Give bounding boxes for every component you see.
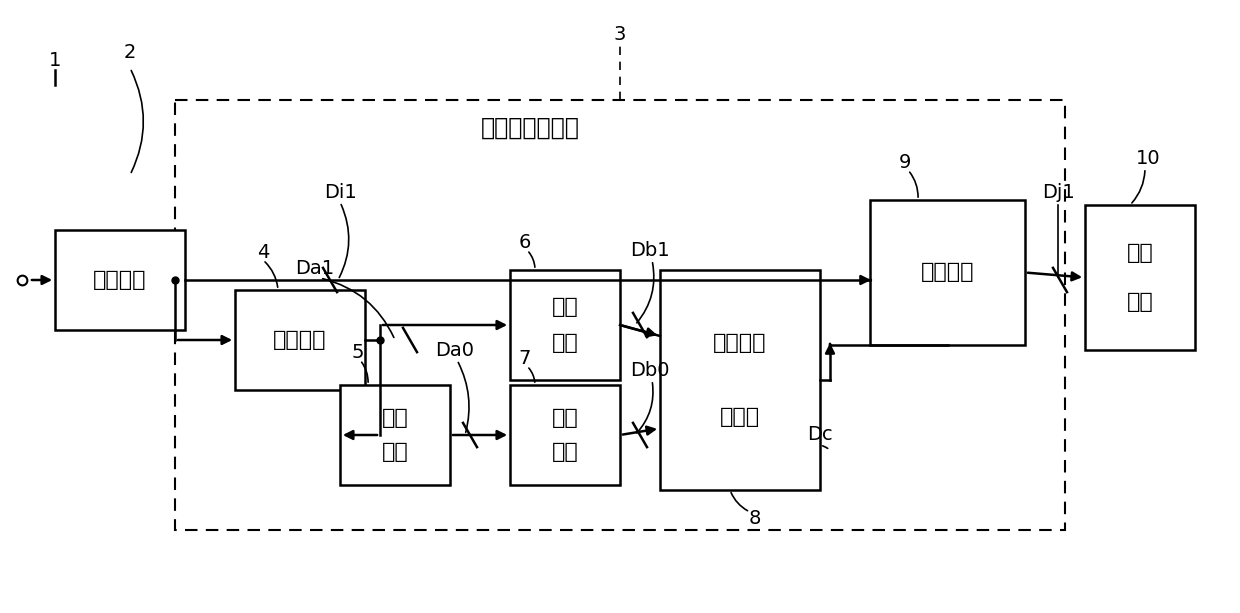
Text: Da1: Da1 [295,259,335,278]
Text: 接收装置: 接收装置 [93,270,146,290]
Text: Db0: Db0 [630,360,670,379]
Text: 装置: 装置 [552,442,578,462]
Text: 装置: 装置 [552,333,578,353]
Text: 产生器: 产生器 [720,406,760,427]
Text: 9: 9 [899,153,911,172]
Text: 校正数据: 校正数据 [713,333,766,353]
Bar [1085,205,1195,350]
Text: 显示: 显示 [1127,243,1153,264]
Text: Di1: Di1 [324,183,356,202]
Text: Da0: Da0 [435,340,475,359]
Text: 2: 2 [124,44,136,63]
Text: 编码装置: 编码装置 [273,330,327,350]
Text: 4: 4 [257,243,269,262]
Text: 解码: 解码 [552,297,578,317]
Bar [510,385,620,485]
Text: 装置: 装置 [382,442,408,462]
Text: 图像数据处理部: 图像数据处理部 [481,116,579,140]
Text: 3: 3 [614,26,626,45]
Text: 装置: 装置 [1127,292,1153,311]
Bar [510,270,620,380]
Bar [55,230,185,330]
Bar [870,200,1025,345]
Text: 1: 1 [48,50,61,69]
Bar [660,270,820,490]
Text: 校正装置: 校正装置 [921,262,975,283]
Text: Dj1: Dj1 [1042,183,1074,202]
Text: 延迟: 延迟 [382,408,408,428]
Text: 6: 6 [518,232,531,251]
Text: 解码: 解码 [552,408,578,428]
Text: 10: 10 [1136,148,1161,167]
Bar [175,100,1065,530]
Bar [340,385,450,485]
Bar [236,290,365,390]
Text: 7: 7 [518,349,531,368]
Text: 8: 8 [749,509,761,528]
Text: Db1: Db1 [630,240,670,259]
Text: 5: 5 [352,343,365,362]
Text: Dc: Dc [807,425,833,444]
